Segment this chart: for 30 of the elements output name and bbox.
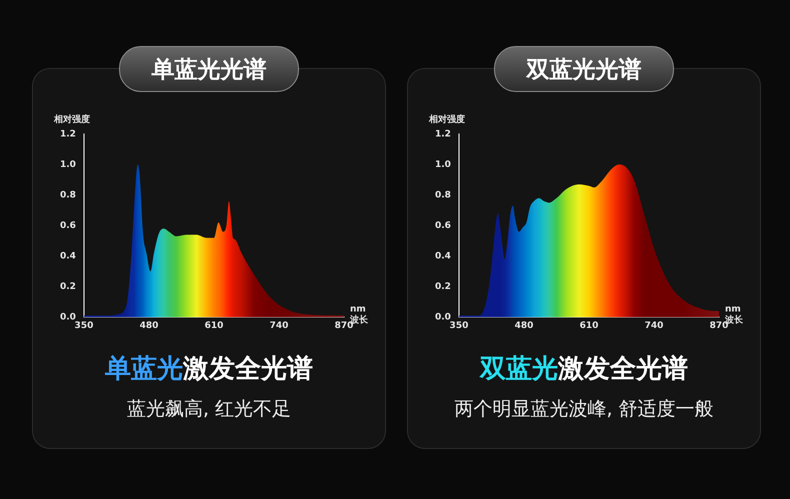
text: 双蓝光激发全光谱 bbox=[480, 354, 688, 384]
text: 蓝光飙高, 红光不足 bbox=[126, 397, 292, 422]
y-tick-label: 0.8 bbox=[434, 190, 451, 200]
y-tick-label: 0.8 bbox=[60, 190, 76, 200]
x-tick-label: 480 bbox=[140, 320, 158, 331]
y-axis-title: 相对强度 bbox=[52, 114, 90, 125]
x-tick-label: 740 bbox=[644, 320, 664, 331]
x-tick-label: 350 bbox=[450, 320, 468, 331]
x-tick-label: 740 bbox=[270, 320, 288, 331]
y-tick-label: 0.0 bbox=[60, 312, 76, 323]
y-tick-label: 1.2 bbox=[60, 129, 76, 140]
y-tick-label: 0.4 bbox=[60, 251, 76, 262]
x-tick-label: 480 bbox=[514, 320, 534, 331]
text: 两个明显蓝光波峰, 舒适度一般 bbox=[453, 397, 715, 422]
chart-title: 双蓝光光谱 bbox=[526, 56, 642, 84]
y-axis-title: 相对强度 bbox=[428, 114, 465, 125]
y-tick-label: 1.2 bbox=[434, 129, 451, 140]
y-tick-label: 0.2 bbox=[60, 282, 76, 292]
x-tick-label: 350 bbox=[74, 320, 94, 331]
x-tick-label: 610 bbox=[204, 320, 224, 331]
x-tick-label: 610 bbox=[580, 320, 598, 331]
y-tick-label: 0.6 bbox=[434, 220, 451, 231]
y-tick-label: 1.0 bbox=[60, 160, 76, 170]
y-tick-label: 1.0 bbox=[434, 160, 451, 170]
text: 单蓝光激发全光谱 bbox=[105, 354, 313, 384]
y-tick-label: 0.4 bbox=[434, 251, 451, 262]
chart-title: 单蓝光光谱 bbox=[152, 56, 266, 84]
y-tick-label: 0.6 bbox=[60, 220, 76, 231]
y-tick-label: 0.2 bbox=[434, 282, 451, 292]
y-tick-label: 0.0 bbox=[434, 312, 451, 323]
